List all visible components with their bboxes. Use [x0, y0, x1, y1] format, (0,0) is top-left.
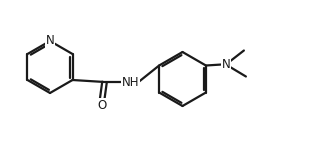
- Text: NH: NH: [122, 76, 139, 88]
- Text: O: O: [97, 98, 106, 112]
- Text: N: N: [45, 35, 54, 47]
- Text: N: N: [222, 58, 230, 71]
